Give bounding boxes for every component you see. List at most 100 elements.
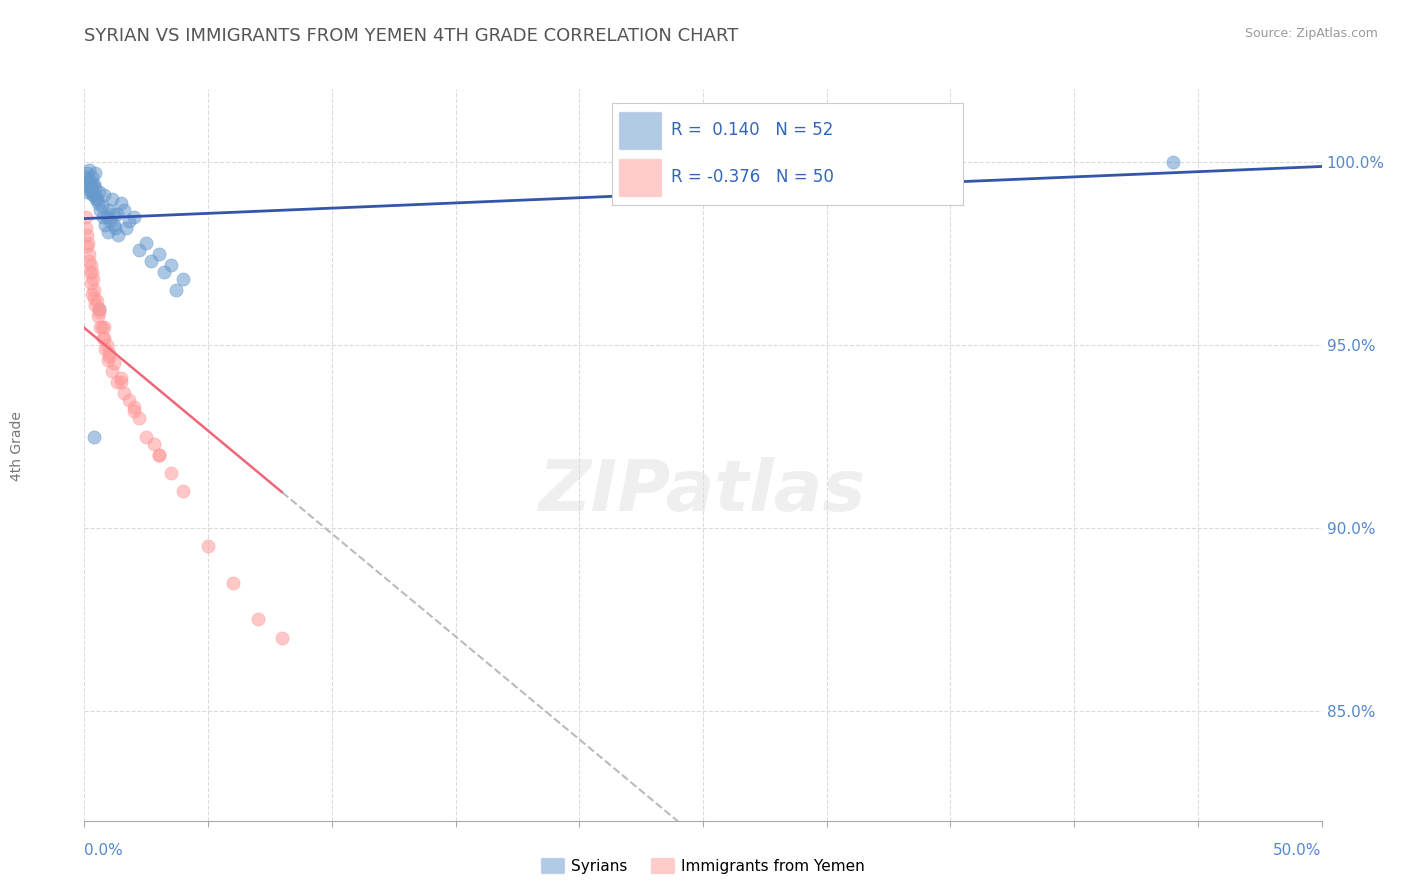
Point [89, 185, 111, 199]
Point [160, 258, 183, 272]
Point [86, 192, 108, 206]
Point [76, 239, 98, 253]
Point [79, 174, 101, 188]
Point [82, 287, 104, 301]
Point [110, 371, 132, 385]
Point [87, 309, 110, 323]
Point [90, 199, 112, 213]
Point [79, 247, 101, 261]
Text: ZIPatlas: ZIPatlas [540, 457, 866, 526]
Point [83, 181, 105, 195]
Text: 4th Grade: 4th Grade [10, 411, 24, 481]
Point [135, 430, 157, 444]
Point [89, 305, 111, 319]
Point [122, 401, 145, 415]
Point [103, 218, 125, 232]
Point [160, 467, 183, 481]
Point [76, 166, 98, 180]
Point [112, 202, 135, 217]
Point [122, 404, 145, 418]
Point [122, 211, 145, 225]
Point [115, 221, 138, 235]
Point [76, 228, 98, 243]
Point [79, 265, 101, 279]
Point [152, 265, 174, 279]
Point [75, 178, 97, 192]
Point [82, 178, 104, 192]
Point [98, 202, 121, 217]
Point [197, 540, 219, 554]
Point [80, 265, 103, 279]
Point [100, 364, 122, 378]
Point [96, 211, 118, 225]
Point [1161, 155, 1184, 169]
Point [79, 181, 101, 195]
Text: R = -0.376   N = 50: R = -0.376 N = 50 [672, 169, 834, 186]
Point [77, 235, 100, 250]
Point [118, 214, 141, 228]
Point [93, 320, 115, 334]
Point [96, 338, 118, 352]
Point [76, 185, 98, 199]
Point [75, 221, 97, 235]
Point [79, 258, 101, 272]
Point [89, 301, 111, 316]
Point [148, 448, 170, 462]
Point [89, 301, 111, 316]
Point [89, 202, 111, 217]
Point [79, 162, 101, 177]
Point [97, 225, 120, 239]
Point [94, 342, 117, 356]
Text: Source: ZipAtlas.com: Source: ZipAtlas.com [1244, 27, 1378, 40]
Point [77, 174, 100, 188]
Point [172, 272, 194, 286]
Text: 50.0%: 50.0% [1274, 843, 1322, 858]
Point [75, 211, 97, 225]
Point [80, 276, 103, 290]
Point [107, 228, 129, 243]
FancyBboxPatch shape [619, 112, 661, 149]
Point [91, 211, 114, 225]
Point [83, 430, 105, 444]
Point [135, 235, 157, 250]
Legend: Syrians, Immigrants from Yemen: Syrians, Immigrants from Yemen [534, 852, 872, 880]
Point [110, 195, 132, 210]
Point [97, 352, 120, 367]
Point [87, 195, 110, 210]
Point [98, 349, 121, 363]
Point [84, 166, 107, 180]
Point [98, 345, 121, 359]
Point [91, 331, 114, 345]
Text: R =  0.140   N = 52: R = 0.140 N = 52 [672, 121, 834, 139]
Point [80, 169, 103, 184]
Point [141, 254, 163, 268]
Point [82, 188, 104, 202]
Point [148, 247, 170, 261]
Point [128, 411, 150, 425]
Point [94, 218, 117, 232]
Point [118, 393, 141, 408]
Point [83, 291, 105, 305]
Point [148, 448, 170, 462]
Point [246, 613, 269, 627]
Point [82, 272, 104, 286]
Point [83, 284, 105, 298]
Point [89, 320, 111, 334]
Text: 0.0%: 0.0% [84, 843, 124, 858]
Point [128, 243, 150, 257]
Point [75, 169, 97, 184]
Point [84, 192, 107, 206]
Point [77, 254, 100, 268]
Point [86, 294, 108, 309]
Point [83, 178, 105, 192]
Point [271, 631, 294, 645]
Point [77, 181, 100, 195]
Point [80, 185, 103, 199]
Point [101, 206, 124, 220]
Point [100, 192, 122, 206]
Point [93, 331, 115, 345]
Point [104, 221, 127, 235]
Point [90, 320, 112, 334]
Point [110, 375, 132, 389]
Point [165, 284, 187, 298]
